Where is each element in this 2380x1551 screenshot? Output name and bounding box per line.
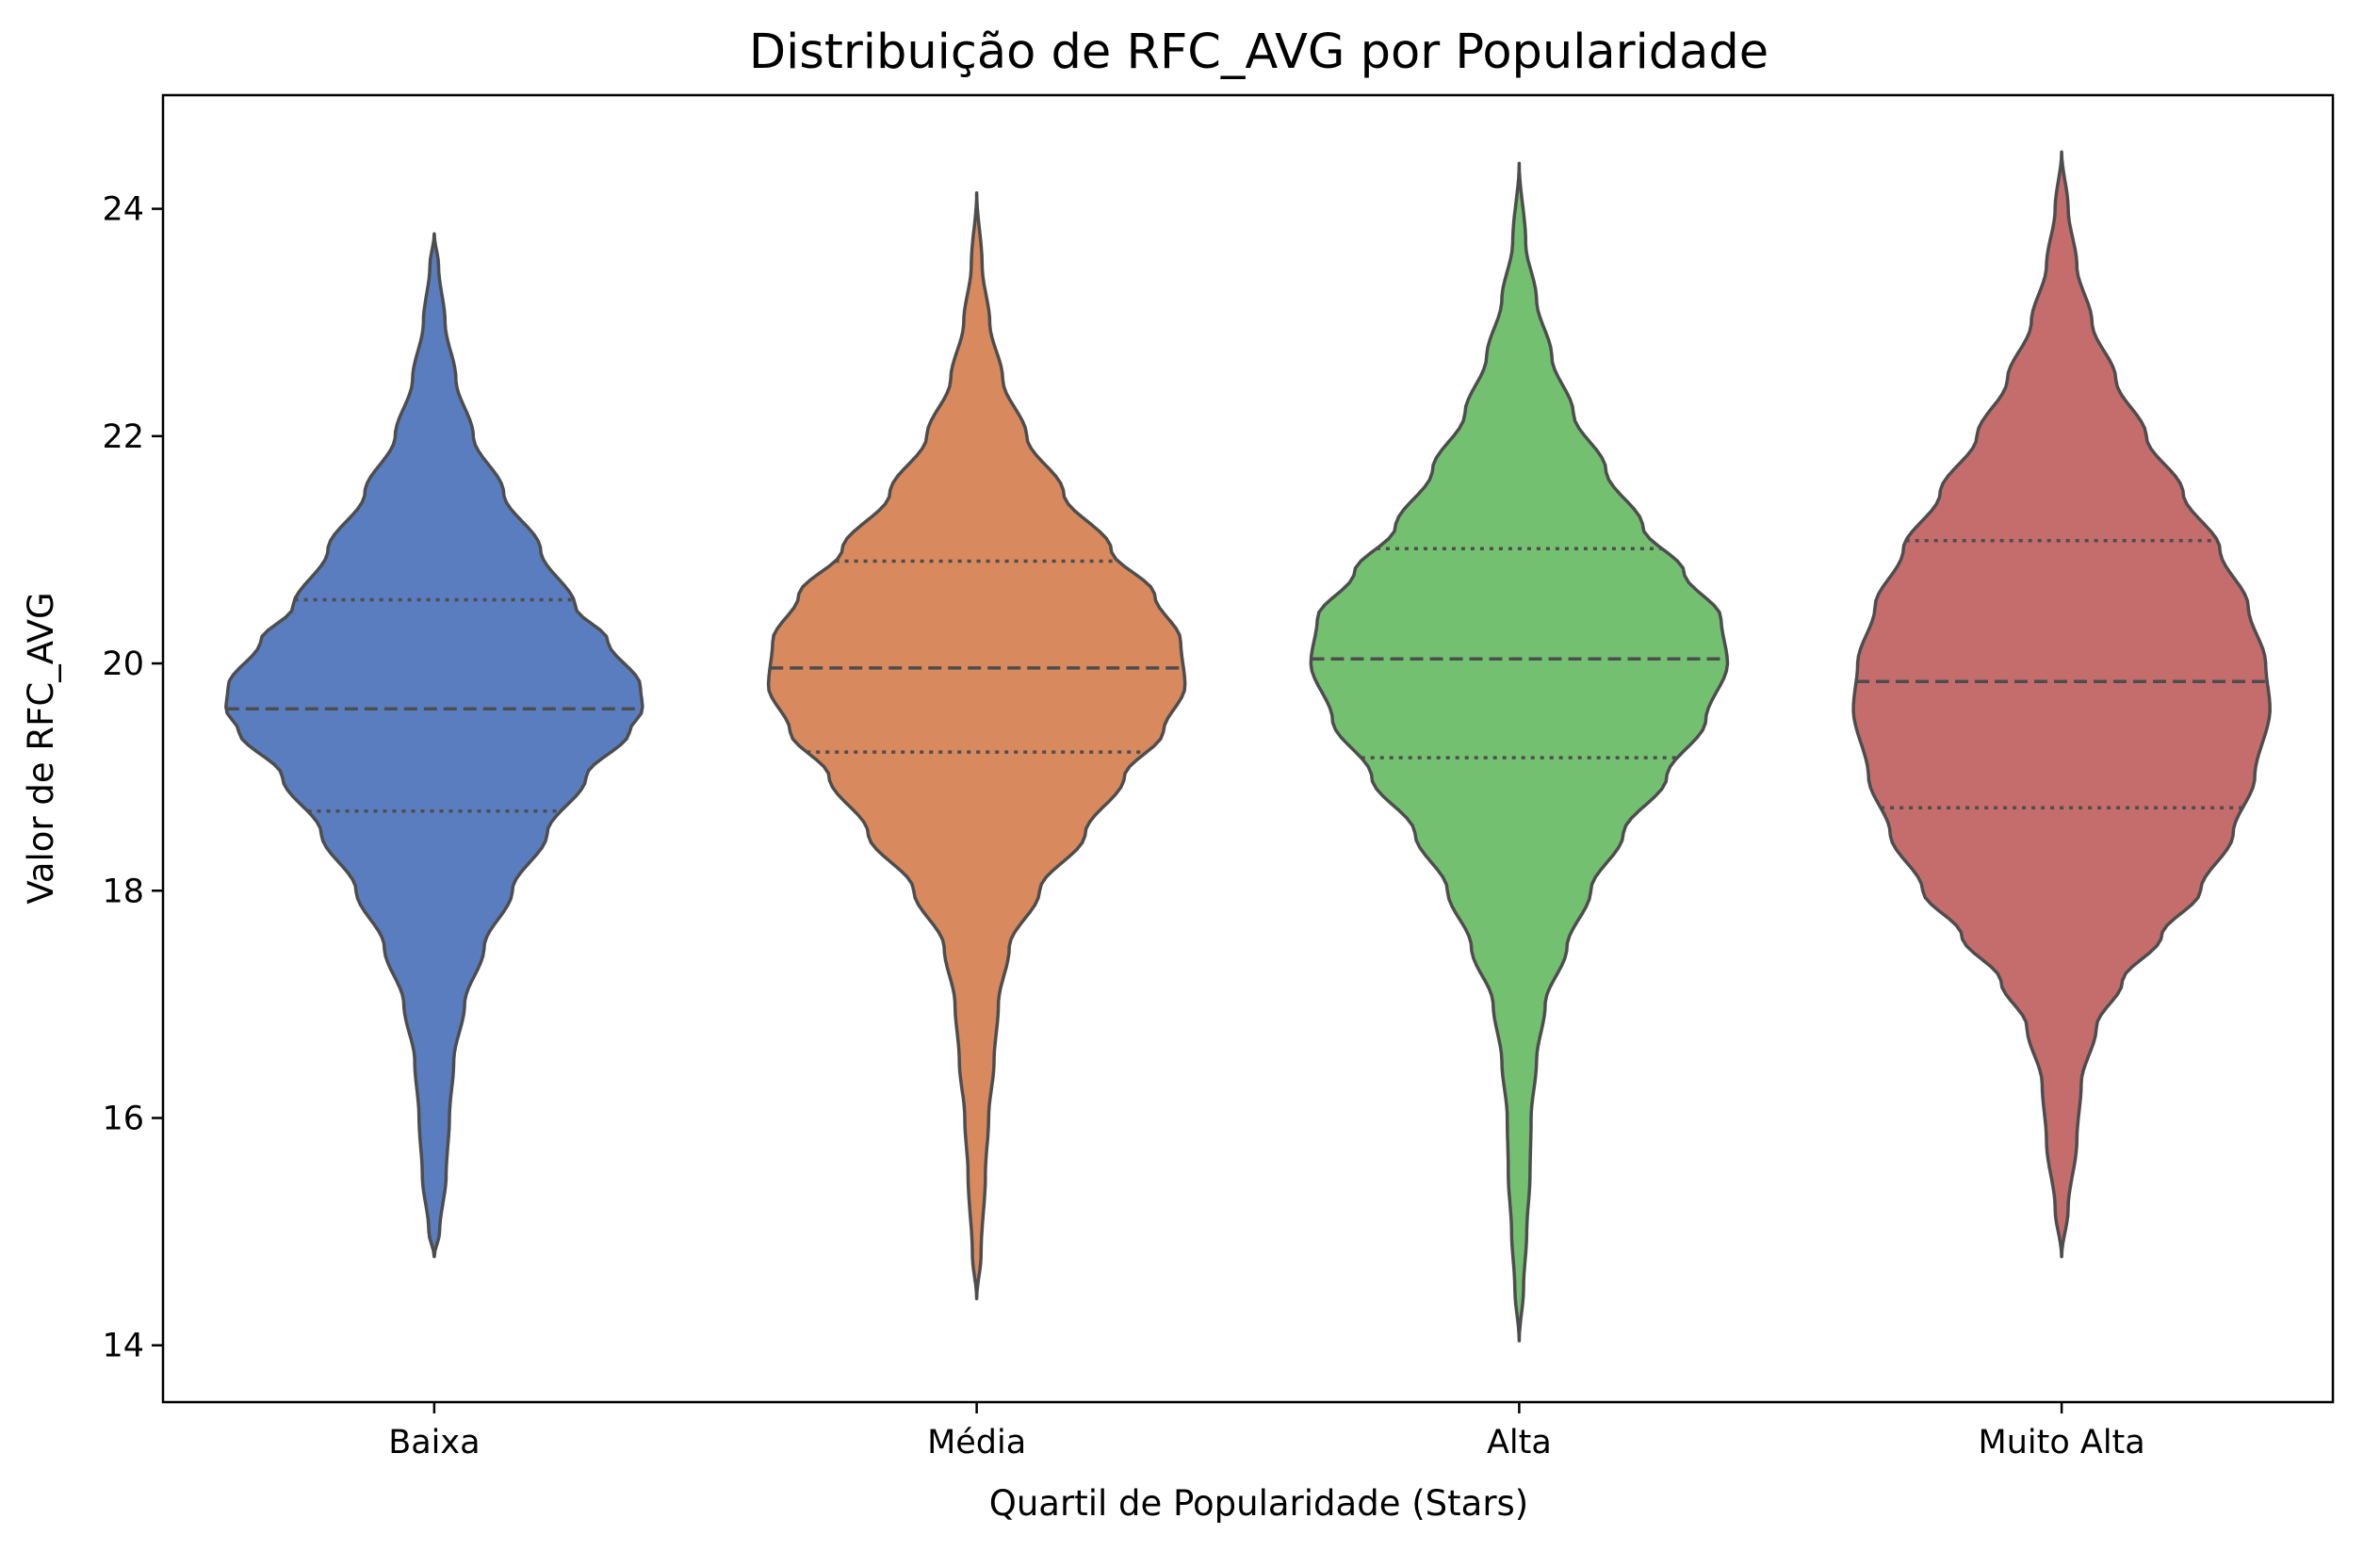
x-tick-label: Muito Alta <box>1979 1424 2145 1461</box>
violin-1 <box>224 232 644 1259</box>
x-tick-label: Média <box>927 1424 1026 1461</box>
y-tick-label: 18 <box>102 873 144 910</box>
x-axis-label: Quartil de Popularidade (Stars) <box>989 1483 1529 1524</box>
y-tick-label: 16 <box>102 1100 144 1137</box>
violin-3 <box>1309 161 1730 1343</box>
y-tick-label: 14 <box>102 1328 144 1365</box>
violin-2 <box>766 190 1187 1300</box>
y-tick-label: 20 <box>102 645 144 683</box>
violin-4 <box>1851 150 2272 1259</box>
y-axis-label: Valor de RFC_AVG <box>21 592 61 904</box>
x-axis: Baixa Média Alta Muito Alta <box>388 1402 2145 1461</box>
y-tick-label: 22 <box>102 418 144 456</box>
plot-area-frame <box>161 93 2335 1404</box>
y-tick-label: 24 <box>102 191 144 229</box>
chart-title: Distribuição de RFC_AVG por Popularidade <box>749 24 1769 80</box>
y-axis: 14 16 18 20 22 24 <box>102 191 163 1365</box>
violins-group <box>224 150 2272 1343</box>
x-tick-label: Alta <box>1487 1424 1552 1461</box>
x-tick-label: Baixa <box>388 1424 480 1461</box>
